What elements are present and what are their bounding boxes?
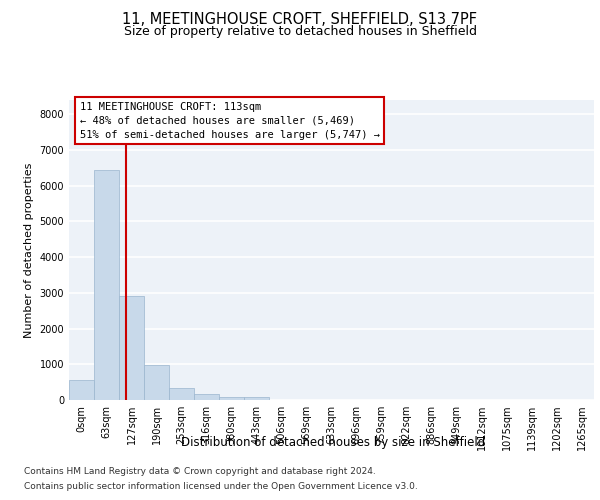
Text: Contains HM Land Registry data © Crown copyright and database right 2024.: Contains HM Land Registry data © Crown c…: [24, 467, 376, 476]
Text: 11 MEETINGHOUSE CROFT: 113sqm
← 48% of detached houses are smaller (5,469)
51% o: 11 MEETINGHOUSE CROFT: 113sqm ← 48% of d…: [79, 102, 380, 140]
Bar: [119, 296, 144, 400]
Bar: [94, 170, 119, 400]
Bar: [244, 398, 269, 400]
Text: 11, MEETINGHOUSE CROFT, SHEFFIELD, S13 7PF: 11, MEETINGHOUSE CROFT, SHEFFIELD, S13 7…: [122, 12, 478, 28]
Y-axis label: Number of detached properties: Number of detached properties: [24, 162, 34, 338]
Bar: [194, 394, 219, 400]
Text: Size of property relative to detached houses in Sheffield: Size of property relative to detached ho…: [124, 25, 476, 38]
Bar: [219, 396, 244, 400]
Bar: [69, 380, 94, 400]
Bar: [169, 388, 194, 400]
Bar: [144, 365, 169, 400]
Text: Contains public sector information licensed under the Open Government Licence v3: Contains public sector information licen…: [24, 482, 418, 491]
Text: Distribution of detached houses by size in Sheffield: Distribution of detached houses by size …: [181, 436, 485, 449]
